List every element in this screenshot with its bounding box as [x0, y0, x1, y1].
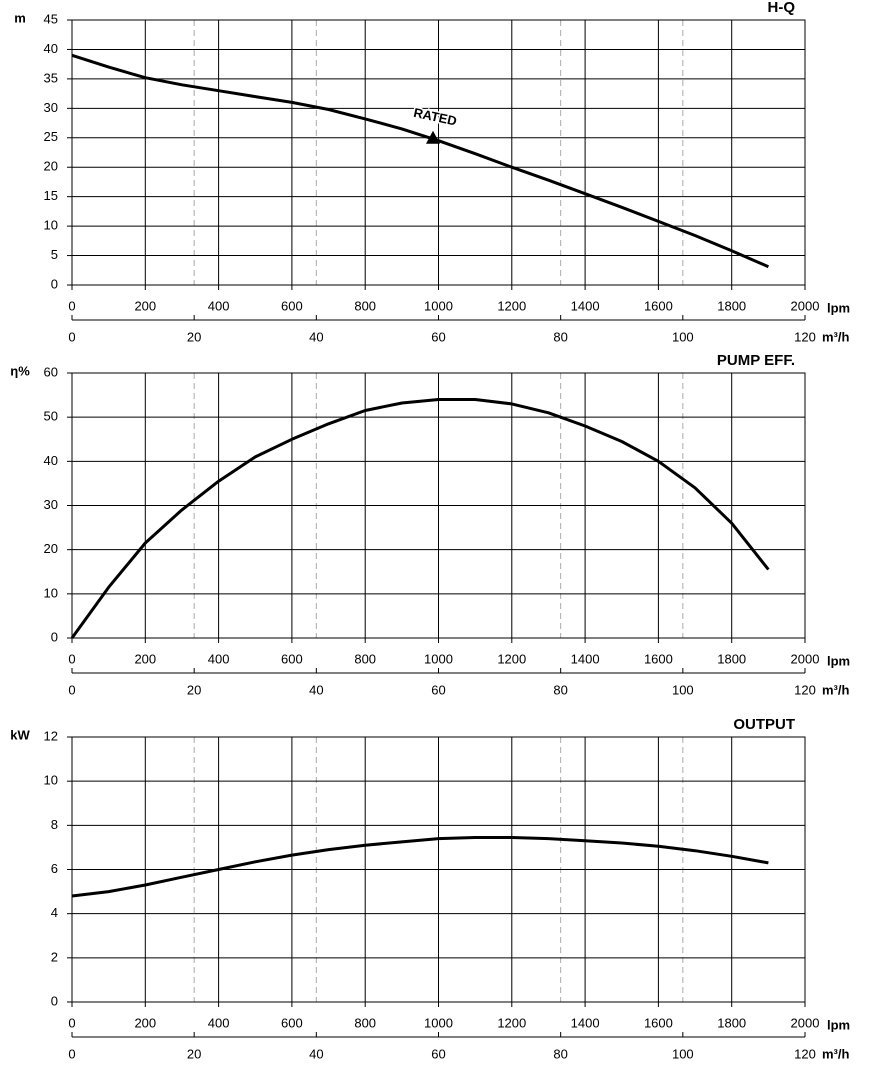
x2-tick-label: 0 — [68, 1046, 75, 1061]
x2-tick-label: 40 — [309, 329, 323, 344]
x2-tick-label: 40 — [309, 1046, 323, 1061]
x-tick-label: 1000 — [424, 298, 453, 313]
y-tick-label: 10 — [44, 773, 58, 788]
x2-tick-label: 80 — [553, 329, 567, 344]
y-tick-label: 2 — [51, 949, 58, 964]
x2-tick-label: 0 — [68, 682, 75, 697]
x2-tick-label: 20 — [187, 682, 201, 697]
x2-tick-label: 120 — [794, 1046, 816, 1061]
x2-axis-label: m³/h — [822, 682, 850, 697]
chart-title: OUTPUT — [733, 716, 795, 733]
x-tick-label: 200 — [134, 1015, 156, 1030]
curve — [71, 836, 769, 898]
x-tick-label: 800 — [354, 298, 376, 313]
y-tick-label: 0 — [51, 993, 58, 1008]
y-tick-label: 40 — [44, 41, 58, 56]
x-tick-label: 1600 — [644, 1015, 673, 1030]
x-tick-label: 400 — [208, 298, 230, 313]
x2-tick-label: 120 — [794, 329, 816, 344]
x-tick-label: 1400 — [571, 651, 600, 666]
x2-tick-label: 100 — [672, 329, 694, 344]
x-axis-label: lpm — [827, 653, 850, 668]
x-tick-label: 1200 — [497, 298, 526, 313]
x-tick-label: 200 — [134, 651, 156, 666]
y-tick-label: 0 — [51, 629, 58, 644]
x-tick-label: 1800 — [717, 651, 746, 666]
x-tick-label: 0 — [68, 298, 75, 313]
x-tick-label: 1400 — [571, 298, 600, 313]
x-tick-label: 1800 — [717, 1015, 746, 1030]
x-tick-label: 0 — [68, 651, 75, 666]
chart-title: PUMP EFF. — [717, 352, 795, 369]
x2-tick-label: 80 — [553, 1046, 567, 1061]
x-tick-label: 1800 — [717, 298, 746, 313]
x2-tick-label: 20 — [187, 329, 201, 344]
x-tick-label: 1600 — [644, 651, 673, 666]
x-tick-label: 1400 — [571, 1015, 600, 1030]
y-tick-label: 5 — [51, 247, 58, 262]
plot-frame — [71, 19, 806, 286]
plot-frame — [71, 372, 806, 639]
y-tick-label: 4 — [51, 905, 58, 920]
x-tick-label: 1200 — [497, 651, 526, 666]
y-tick-label: 45 — [44, 11, 58, 26]
y-tick-label: 35 — [44, 70, 58, 85]
x2-tick-label: 40 — [309, 682, 323, 697]
x-tick-label: 200 — [134, 298, 156, 313]
y-tick-label: 10 — [44, 218, 58, 233]
x2-tick-label: 20 — [187, 1046, 201, 1061]
x-tick-label: 400 — [208, 1015, 230, 1030]
rated-marker — [426, 130, 441, 144]
y-tick-label: 6 — [51, 861, 58, 876]
x-tick-label: 2000 — [791, 298, 820, 313]
y-tick-label: 30 — [44, 100, 58, 115]
y-axis-label: η% — [10, 363, 30, 378]
y-tick-label: 50 — [44, 409, 58, 424]
x-tick-label: 1200 — [497, 1015, 526, 1030]
chart-title: H-Q — [768, 0, 796, 16]
x-tick-label: 2000 — [791, 1015, 820, 1030]
x-tick-label: 600 — [281, 298, 303, 313]
y-tick-label: 12 — [44, 728, 58, 743]
x-tick-label: 800 — [354, 1015, 376, 1030]
x-tick-label: 1000 — [424, 1015, 453, 1030]
y-tick-label: 20 — [44, 541, 58, 556]
x2-axis-label: m³/h — [822, 329, 850, 344]
y-tick-label: 15 — [44, 188, 58, 203]
x-axis-label: lpm — [827, 1017, 850, 1032]
x-tick-label: 600 — [281, 651, 303, 666]
x2-tick-label: 60 — [431, 1046, 445, 1061]
y-axis-label: m — [14, 10, 26, 25]
y-tick-label: 30 — [44, 497, 58, 512]
y-tick-label: 60 — [44, 364, 58, 379]
x-axis-label: lpm — [827, 300, 850, 315]
x-tick-label: 1600 — [644, 298, 673, 313]
x-tick-label: 800 — [354, 651, 376, 666]
y-axis-label: kW — [10, 727, 30, 742]
y-tick-label: 8 — [51, 817, 58, 832]
curve — [71, 53, 769, 269]
x-tick-label: 400 — [208, 651, 230, 666]
y-tick-label: 40 — [44, 453, 58, 468]
x2-tick-label: 60 — [431, 329, 445, 344]
x2-tick-label: 100 — [672, 1046, 694, 1061]
x-tick-label: 2000 — [791, 651, 820, 666]
x2-tick-label: 120 — [794, 682, 816, 697]
x2-axis-label: m³/h — [822, 1046, 850, 1061]
x2-tick-label: 0 — [68, 329, 75, 344]
x-tick-label: 1000 — [424, 651, 453, 666]
x2-tick-label: 60 — [431, 682, 445, 697]
y-tick-label: 25 — [44, 129, 58, 144]
x2-tick-label: 100 — [672, 682, 694, 697]
y-tick-label: 0 — [51, 276, 58, 291]
x-tick-label: 0 — [68, 1015, 75, 1030]
curve — [70, 398, 770, 639]
x-tick-label: 600 — [281, 1015, 303, 1030]
y-tick-label: 10 — [44, 585, 58, 600]
y-tick-label: 20 — [44, 159, 58, 174]
x2-tick-label: 80 — [553, 682, 567, 697]
plot-frame — [71, 736, 806, 1003]
